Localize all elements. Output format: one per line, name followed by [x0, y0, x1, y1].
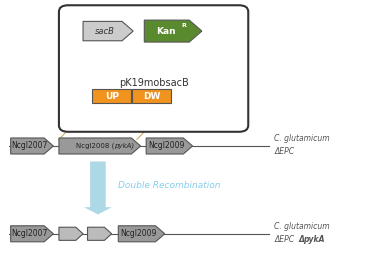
- Text: C. glutamicum: C. glutamicum: [274, 222, 330, 231]
- Text: ΔEPC: ΔEPC: [274, 235, 297, 244]
- Polygon shape: [59, 227, 83, 240]
- Text: pykA: pykA: [303, 235, 325, 244]
- Text: Ncgl2009: Ncgl2009: [148, 141, 185, 151]
- Text: Ncgl2008 (: Ncgl2008 (: [76, 143, 114, 149]
- Text: ΔEPC: ΔEPC: [274, 147, 294, 156]
- Text: pykA): pykA): [114, 143, 134, 149]
- Text: R: R: [182, 23, 187, 28]
- Text: sacB: sacB: [95, 27, 115, 35]
- Text: Double Recombination: Double Recombination: [118, 181, 221, 190]
- Polygon shape: [144, 20, 202, 42]
- Text: UP: UP: [105, 92, 119, 101]
- Polygon shape: [83, 21, 133, 41]
- Text: Ncgl2007: Ncgl2007: [11, 141, 47, 151]
- Text: Kan: Kan: [156, 27, 176, 35]
- Bar: [92, 89, 131, 103]
- Bar: [132, 89, 171, 103]
- Text: pK19mobsacB: pK19mobsacB: [119, 78, 188, 88]
- Text: Δ: Δ: [298, 235, 304, 244]
- Polygon shape: [11, 138, 53, 154]
- Text: Ncgl2009: Ncgl2009: [120, 229, 157, 238]
- Text: Ncgl2007: Ncgl2007: [11, 229, 47, 238]
- Polygon shape: [11, 226, 53, 242]
- FancyBboxPatch shape: [59, 5, 248, 132]
- Polygon shape: [146, 138, 193, 154]
- Text: DW: DW: [143, 92, 160, 101]
- Polygon shape: [59, 138, 141, 154]
- FancyArrow shape: [84, 162, 112, 215]
- Text: C. glutamicum: C. glutamicum: [274, 134, 330, 143]
- Polygon shape: [118, 226, 165, 242]
- Polygon shape: [88, 227, 112, 240]
